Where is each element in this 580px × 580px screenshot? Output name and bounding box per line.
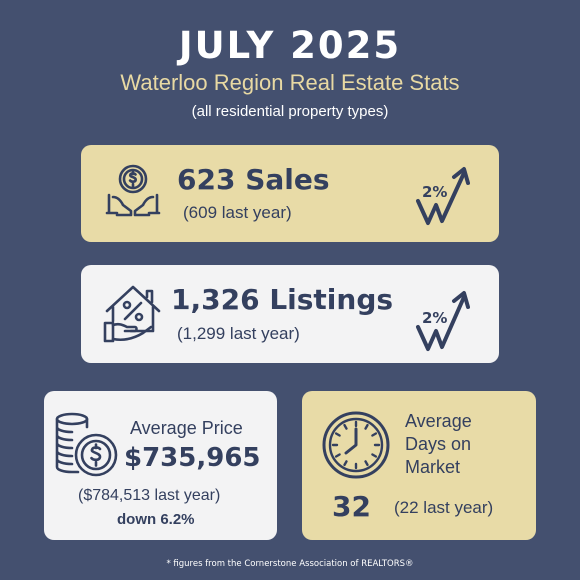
average-price-value: $735,965: [124, 443, 261, 473]
listings-headline: 1,326 Listings: [171, 283, 394, 316]
average-price-change: down 6.2%: [117, 511, 195, 528]
listings-card: 1,326 Listings (1,299 last year) 2%: [81, 265, 499, 363]
source-footnote: * figures from the Cornerstone Associati…: [166, 559, 414, 569]
sales-change: 2%: [422, 183, 448, 201]
house-percent-icon: [103, 285, 161, 343]
trend-up-arrow-icon: [416, 167, 470, 225]
page-subtitle: Waterloo Region Real Estate Stats: [120, 70, 460, 95]
days-on-market-card: Average Days on Market 32 (22 last year): [302, 391, 536, 540]
page-title: JULY 2025: [178, 24, 402, 67]
hands-coin-icon: [105, 164, 161, 217]
trend-up-arrow-icon: [416, 291, 470, 351]
days-label-line2: Days on: [405, 434, 472, 454]
sales-card: 623 Sales (609 last year) 2%: [81, 145, 499, 242]
listings-last-year: (1,299 last year): [177, 324, 300, 343]
days-value: 32: [332, 490, 371, 523]
listings-change: 2%: [422, 309, 448, 327]
sales-headline: 623 Sales: [177, 163, 330, 196]
average-price-label: Average Price: [130, 418, 243, 438]
days-label-line1: Average: [405, 411, 472, 431]
days-label-line3: Market: [405, 457, 461, 477]
coin-stack-icon: [55, 412, 118, 477]
clock-icon: [322, 411, 390, 479]
average-price-card: Average Price $735,965 ($784,513 last ye…: [44, 391, 277, 540]
days-last-year: (22 last year): [394, 498, 494, 517]
average-price-last-year: ($784,513 last year): [78, 487, 221, 504]
property-types-note: (all residential property types): [191, 103, 389, 120]
sales-last-year: (609 last year): [183, 203, 292, 222]
